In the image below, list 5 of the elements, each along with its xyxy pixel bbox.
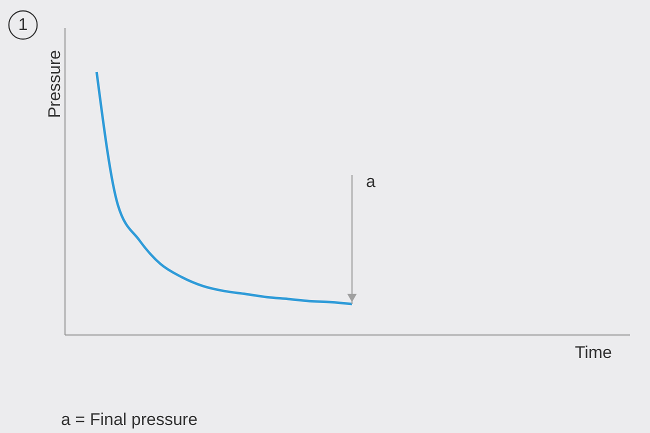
y-axis-title: Pressure — [45, 50, 64, 118]
x-axis-title: Time — [574, 343, 612, 362]
text: a = Final pressure — [61, 410, 198, 429]
annotation: a — [366, 172, 376, 191]
text: 1 — [18, 15, 28, 34]
